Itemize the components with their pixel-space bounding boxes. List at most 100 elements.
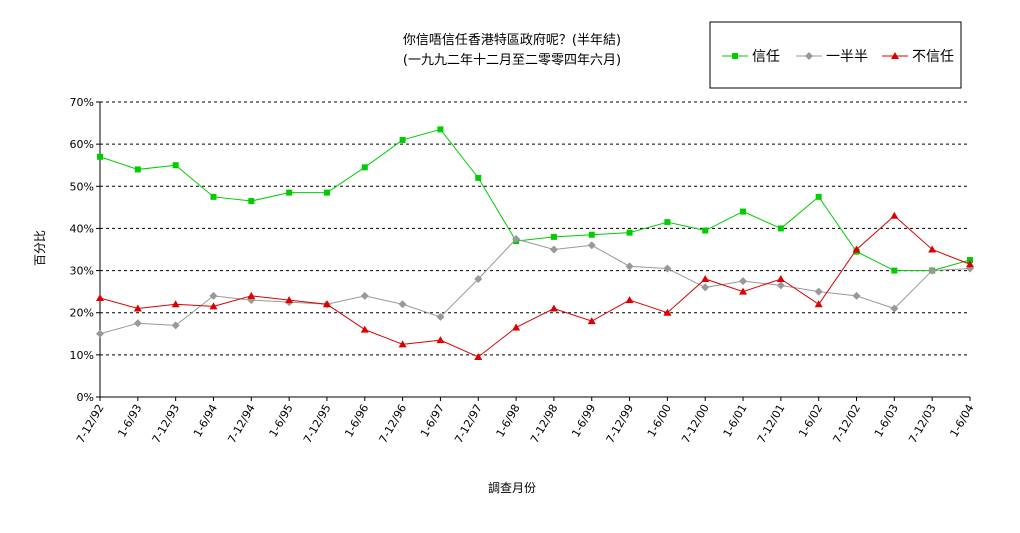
- x-tick-label: 7-12/95: [301, 402, 334, 445]
- data-point: [133, 319, 142, 328]
- data-point: [361, 164, 368, 171]
- data-point: [398, 300, 407, 309]
- data-point: [512, 323, 521, 331]
- legend: 信任 一半半 不信任: [709, 21, 962, 89]
- legend-label: 不信任: [912, 49, 954, 65]
- data-point: [96, 293, 104, 301]
- x-tick-label: 1-6/00: [645, 402, 674, 439]
- data-point: [777, 225, 784, 232]
- series-2: [96, 211, 974, 360]
- chart-subtitle: (一九九二年十二月至二零零四年六月): [403, 53, 621, 68]
- data-point: [663, 308, 672, 316]
- axes: [99, 102, 970, 398]
- data-point: [549, 304, 558, 312]
- data-point: [664, 219, 671, 226]
- y-tick-label: 40%: [70, 222, 94, 235]
- data-point: [739, 287, 748, 295]
- data-point: [740, 208, 747, 215]
- legend-label: 信任: [752, 49, 780, 65]
- series-line: [99, 128, 971, 272]
- x-tick-label: 7-12/00: [679, 402, 712, 445]
- data-point: [852, 245, 861, 253]
- data-point: [588, 231, 595, 238]
- x-tick-label: 7-12/93: [150, 402, 183, 445]
- data-point: [209, 291, 218, 300]
- x-tick-label: 1-6/98: [494, 402, 523, 439]
- series-0: [97, 126, 973, 274]
- y-tick-label: 50%: [70, 180, 94, 193]
- data-point: [550, 233, 557, 240]
- series-group: [96, 126, 974, 360]
- x-tick-label: 1-6/94: [191, 402, 220, 439]
- data-point: [172, 162, 179, 169]
- x-axis-label: 調查月份: [488, 481, 536, 495]
- data-point: [96, 329, 104, 338]
- x-tick-label: 7-12/97: [452, 402, 485, 445]
- data-point: [890, 211, 899, 219]
- data-point: [134, 166, 141, 173]
- x-tick-label: 7-12/02: [831, 402, 864, 445]
- y-tick-label: 10%: [70, 349, 94, 362]
- x-tick-label: 7-12/01: [755, 402, 788, 445]
- x-tick-label: 1-6/02: [796, 402, 825, 439]
- y-tick-label: 0%: [77, 391, 94, 404]
- data-point: [702, 227, 709, 234]
- data-point: [701, 275, 710, 282]
- data-point: [133, 304, 142, 312]
- x-tick-label: 7-12/03: [906, 402, 939, 445]
- chart-title: 你信唔信任香港特區政府呢？(半年結): [403, 33, 621, 48]
- data-point: [549, 245, 558, 254]
- legend-box: [709, 21, 962, 89]
- data-point: [928, 245, 937, 253]
- data-point: [360, 291, 369, 300]
- data-point: [890, 304, 899, 313]
- x-tick-label: 1-6/97: [418, 402, 447, 439]
- data-point: [928, 266, 937, 275]
- data-point: [398, 340, 407, 348]
- data-point: [360, 325, 369, 333]
- data-point: [286, 189, 293, 196]
- y-axis-label: 百分比: [33, 230, 47, 266]
- data-point: [171, 300, 180, 308]
- x-tick-label: 1-6/01: [721, 402, 750, 439]
- data-point: [248, 198, 255, 205]
- y-tick-label: 60%: [70, 138, 94, 151]
- data-point: [776, 275, 785, 282]
- x-tick-label: 7-12/92: [74, 402, 107, 445]
- x-tick-label: 7-12/98: [528, 402, 561, 445]
- x-tick-label: 1-6/95: [267, 402, 296, 439]
- chart-titles: 你信唔信任香港特區政府呢？(半年結) (一九九二年十二月至二零零四年六月): [403, 33, 621, 68]
- data-point: [625, 296, 634, 304]
- data-point: [436, 336, 445, 344]
- data-point: [814, 287, 823, 296]
- x-axis-ticks: 7-12/92 1-6/93 7-12/93 1-6/94 7-12/94 1-6/95 7…: [74, 397, 977, 445]
- data-point: [814, 300, 823, 308]
- data-point: [323, 189, 330, 196]
- data-point: [852, 291, 861, 300]
- legend-label: 一半半: [826, 49, 868, 65]
- data-point: [587, 241, 596, 250]
- y-tick-label: 70%: [70, 96, 94, 109]
- x-tick-label: 1-6/96: [342, 402, 371, 439]
- series-line: [99, 215, 971, 358]
- data-point: [247, 291, 256, 299]
- data-point: [210, 193, 217, 200]
- x-tick-label: 7-12/96: [377, 402, 410, 445]
- x-tick-label: 1-6/99: [569, 402, 598, 439]
- data-point: [966, 260, 974, 268]
- x-tick-label: 7-12/99: [604, 402, 637, 445]
- data-point: [475, 174, 482, 181]
- data-point: [474, 275, 483, 283]
- data-point: [587, 317, 596, 325]
- data-point: [815, 193, 822, 200]
- data-point: [97, 153, 103, 160]
- y-tick-label: 20%: [70, 307, 94, 320]
- data-point: [776, 281, 785, 290]
- data-point: [474, 352, 483, 360]
- y-axis-ticks: 0% 10% 20% 30% 40% 50% 60% 70%: [70, 96, 100, 404]
- data-point: [209, 302, 218, 310]
- legend-marker: [732, 53, 738, 59]
- data-point: [701, 283, 710, 292]
- data-point: [512, 234, 521, 243]
